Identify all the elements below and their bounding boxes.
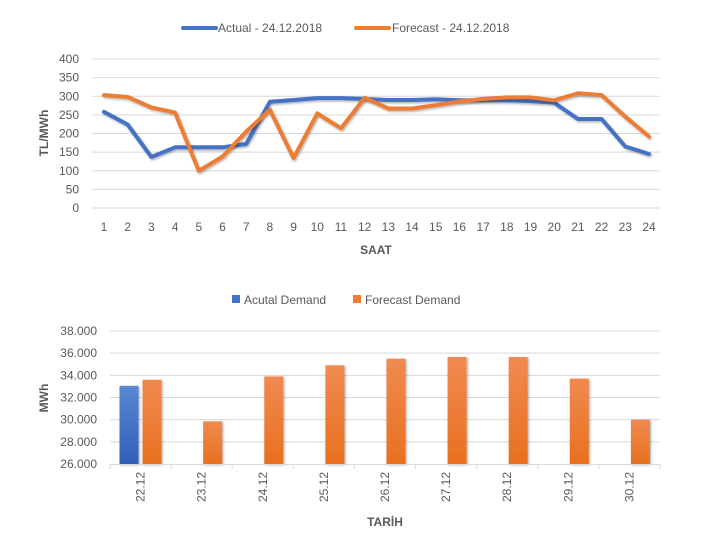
- line-chart-y-axis-title: TL/MWh: [37, 110, 51, 157]
- legend-swatch-forecast-demand: [353, 295, 361, 303]
- bar-chart-x-axis: [109, 464, 661, 469]
- legend-label-forecast: Forecast - 24.12.2018: [392, 21, 510, 35]
- line-chart: Actual - 24.12.2018 Forecast - 24.12.201…: [37, 21, 660, 257]
- x-tick-label: 24.12: [256, 472, 270, 502]
- x-tick-label: 29.12: [561, 472, 575, 502]
- y-tick-label: 50: [66, 182, 80, 196]
- legend-item-actual[interactable]: Actual - 24.12.2018: [181, 21, 322, 35]
- y-tick-label: 28.000: [60, 435, 97, 449]
- y-tick-label: 26.000: [60, 457, 97, 471]
- x-tick-label: 22: [595, 220, 609, 234]
- legend-label-actual-demand: Acutal Demand: [244, 293, 326, 307]
- legend-label-actual: Actual - 24.12.2018: [218, 21, 322, 35]
- y-tick-label: 36.000: [60, 346, 97, 360]
- legend-item-forecast[interactable]: Forecast - 24.12.2018: [354, 21, 510, 35]
- legend-item-forecast-demand[interactable]: Forecast Demand: [353, 293, 460, 307]
- x-tick-label: 18: [500, 220, 514, 234]
- bar-forecast-demand[interactable]: [508, 357, 528, 464]
- x-tick-label: 15: [429, 220, 443, 234]
- x-tick-label: 13: [382, 220, 396, 234]
- x-tick-label: 12: [358, 220, 372, 234]
- bar-chart-legend: Acutal Demand Forecast Demand: [232, 293, 460, 307]
- line-chart-y-ticks: 0 50 100 150 200 250 300 350 400: [59, 52, 79, 215]
- x-tick-label: 22.12: [134, 472, 148, 502]
- y-tick-label: 400: [59, 52, 79, 66]
- y-tick-label: 0: [72, 201, 79, 215]
- bar-chart-bars: [119, 357, 650, 464]
- y-tick-label: 250: [59, 108, 79, 122]
- y-tick-label: 150: [59, 145, 79, 159]
- x-tick-label: 30.12: [622, 472, 636, 502]
- x-tick-label: 26.12: [378, 472, 392, 502]
- x-tick-label: 20: [548, 220, 562, 234]
- x-tick-label: 23.12: [195, 472, 209, 502]
- y-tick-label: 100: [59, 164, 79, 178]
- x-tick-label: 10: [311, 220, 325, 234]
- bar-forecast-demand[interactable]: [447, 357, 467, 464]
- bar-chart-y-ticks: 26.000 28.000 30.000 32.000 34.000 36.000 38.0…: [60, 324, 97, 471]
- y-tick-label: 34.000: [60, 368, 97, 382]
- x-tick-label: 9: [290, 220, 297, 234]
- bar-forecast-demand[interactable]: [386, 358, 406, 464]
- x-tick-label: 27.12: [439, 472, 453, 502]
- x-tick-label: 11: [335, 220, 348, 234]
- x-tick-label: 14: [405, 220, 419, 234]
- x-tick-label: 7: [243, 220, 250, 234]
- x-tick-label: 3: [148, 220, 155, 234]
- legend-item-actual-demand[interactable]: Acutal Demand: [232, 293, 326, 307]
- y-tick-label: 300: [59, 89, 79, 103]
- y-tick-label: 38.000: [60, 324, 97, 338]
- bar-chart-x-axis-title: TARİH: [367, 514, 403, 529]
- series-line-forecast[interactable]: [102, 91, 651, 173]
- bar-actual-demand[interactable]: [119, 385, 139, 464]
- legend-swatch-actual-demand: [232, 295, 240, 303]
- bar-forecast-demand[interactable]: [325, 365, 345, 464]
- x-tick-label: 23: [619, 220, 633, 234]
- bar-chart-gridlines: [110, 330, 660, 443]
- x-tick-label: 1: [101, 220, 108, 234]
- bar-forecast-demand[interactable]: [264, 376, 284, 464]
- x-tick-label: 6: [219, 220, 226, 234]
- y-tick-label: 200: [59, 127, 79, 141]
- bar-chart-y-axis-title: MWh: [37, 384, 51, 413]
- bar-forecast-demand[interactable]: [569, 378, 589, 464]
- x-tick-label: 17: [476, 220, 490, 234]
- x-tick-label: 25.12: [317, 472, 331, 502]
- y-tick-label: 32.000: [60, 391, 97, 405]
- line-chart-x-ticks: 1 2 3 4 5 6 7 8 9 10 11 12 13 14 15 16 17 18 19 20 21 22 23 24: [101, 220, 656, 234]
- bar-forecast-demand[interactable]: [630, 419, 650, 464]
- bar-forecast-demand[interactable]: [142, 379, 162, 464]
- series-line-actual[interactable]: [102, 96, 651, 159]
- x-tick-label: 4: [172, 220, 179, 234]
- x-tick-label: 21: [571, 220, 585, 234]
- x-tick-label: 19: [524, 220, 538, 234]
- y-tick-label: 30.000: [60, 413, 97, 427]
- x-tick-label: 5: [195, 220, 202, 234]
- x-tick-label: 16: [453, 220, 467, 234]
- line-chart-gridlines: [92, 58, 660, 209]
- bar-chart: Acutal Demand Forecast Demand 26.000 28.0…: [37, 293, 661, 529]
- bar-forecast-demand[interactable]: [203, 421, 223, 464]
- line-chart-legend: Actual - 24.12.2018 Forecast - 24.12.201…: [181, 21, 510, 35]
- bar-chart-x-ticks: 22.12 23.12 24.12 25.12 26.12 27.12 28.12 29.12…: [134, 472, 637, 502]
- line-chart-series: [102, 91, 651, 173]
- line-chart-x-axis-title: SAAT: [360, 243, 392, 257]
- x-tick-label: 24: [642, 220, 656, 234]
- legend-label-forecast-demand: Forecast Demand: [365, 293, 460, 307]
- y-tick-label: 350: [59, 71, 79, 85]
- x-tick-label: 2: [124, 220, 131, 234]
- x-tick-label: 28.12: [500, 472, 514, 502]
- x-tick-label: 8: [267, 220, 274, 234]
